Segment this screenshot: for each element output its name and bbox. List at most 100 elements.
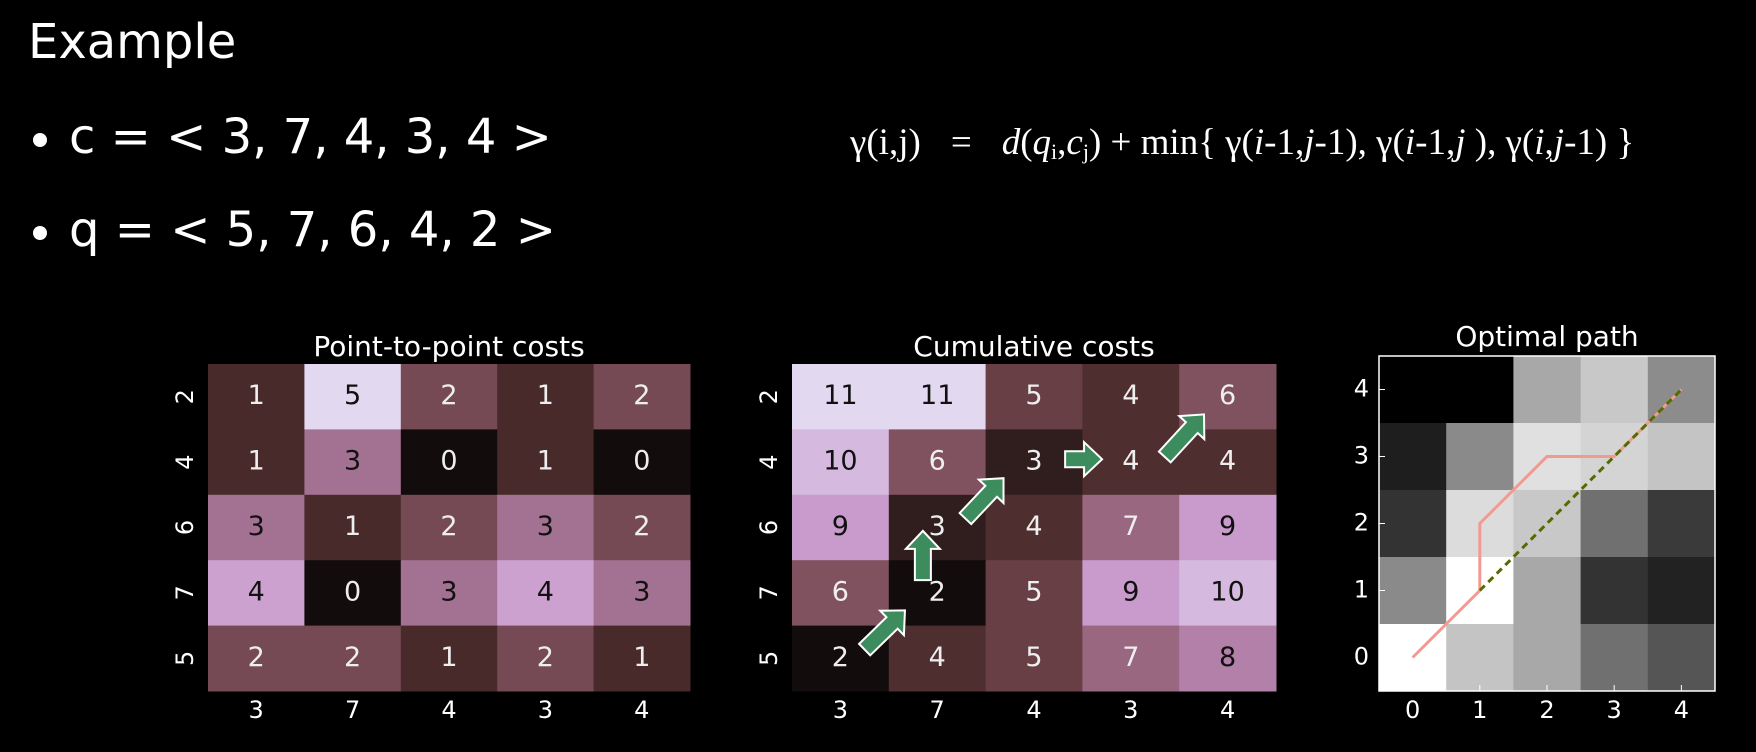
heatmap-cell — [497, 429, 595, 496]
arrow — [857, 609, 907, 657]
heatmap-cell — [497, 364, 595, 430]
cell-label: 0 — [344, 576, 361, 607]
y-tick-label: 6 — [171, 520, 199, 535]
heatmap-cell — [1082, 494, 1180, 561]
cell-label: 7 — [1122, 511, 1139, 542]
formula-part: ( — [1020, 122, 1032, 163]
bullet-dot — [33, 133, 47, 147]
x-tick-label: 3 — [1123, 696, 1138, 724]
x-tick-label: 7 — [345, 696, 360, 724]
y-tick-label: 7 — [171, 585, 199, 600]
y-tick-label: 0 — [1354, 643, 1369, 671]
cell-label: 4 — [1122, 380, 1139, 411]
y-tick-label: 5 — [171, 651, 199, 666]
grid-cell — [1379, 557, 1447, 625]
heatmap-cell — [1179, 560, 1277, 627]
arrow — [958, 477, 1005, 526]
heatmap-cell — [497, 560, 595, 627]
heatmap-cell — [1179, 625, 1277, 692]
heatmap-cell — [985, 364, 1083, 430]
formula-part: i — [1534, 122, 1544, 163]
arrows — [857, 413, 1206, 657]
heatmap-cell — [304, 625, 402, 692]
cell-label: 4 — [1122, 446, 1139, 477]
formula-part: -1), γ( — [1315, 122, 1405, 163]
heatmap-cell — [208, 364, 305, 430]
cell-label: 11 — [920, 380, 954, 411]
cell-label: 2 — [440, 380, 457, 411]
cell-label: 1 — [344, 511, 361, 542]
heatmap-cell — [208, 429, 305, 496]
heatmap-cell — [497, 494, 595, 561]
cell-label: 3 — [633, 576, 650, 607]
chart-title: Optimal path — [1455, 320, 1638, 353]
heatmap-cell — [208, 560, 305, 627]
heatmap-cell — [593, 560, 691, 627]
heatmap-cell — [400, 494, 498, 561]
cell-label: 2 — [440, 511, 457, 542]
y-tick-label: 1 — [1354, 576, 1369, 604]
y-tick-label: 2 — [755, 389, 783, 404]
grid-cell — [1647, 490, 1716, 558]
formula-part: = — [951, 122, 972, 163]
heatmap-cell — [497, 625, 595, 692]
grid-cell — [1446, 423, 1514, 491]
arrow — [1064, 439, 1104, 479]
cell-label: 11 — [823, 380, 857, 411]
cell-label: 9 — [1219, 511, 1236, 542]
formula-part: j — [1300, 122, 1314, 163]
x-tick-label: 1 — [1472, 696, 1487, 724]
cell-label: 4 — [1219, 446, 1236, 477]
cell-label: 3 — [929, 511, 946, 542]
heatmap-cell — [593, 494, 691, 561]
heatmap-cell — [792, 494, 890, 561]
heatmap-cell — [400, 560, 498, 627]
cell-label: 1 — [537, 446, 554, 477]
cell-label: 3 — [440, 576, 457, 607]
cell-label: 10 — [1210, 576, 1244, 607]
y-tick-label: 2 — [1354, 509, 1369, 537]
heatmap-cell — [304, 560, 402, 627]
y-tick-label: 4 — [755, 454, 783, 469]
cell-label: 2 — [633, 511, 650, 542]
grid-cell — [1580, 490, 1649, 558]
heatmap-cell — [304, 429, 402, 496]
grid-cell — [1379, 423, 1447, 491]
formula-part: γ(i,j) — [849, 122, 921, 163]
cell-label: 5 — [344, 380, 361, 411]
cell-label: 2 — [537, 642, 554, 673]
cell-label: 4 — [1025, 511, 1042, 542]
formula-part: ) + min{ γ( — [1089, 122, 1254, 163]
cell-label: 0 — [440, 446, 457, 477]
cell-label: 10 — [823, 446, 857, 477]
bullet-dot — [33, 226, 47, 240]
heatmap-cell — [304, 364, 402, 430]
cell-label: 5 — [1025, 576, 1042, 607]
cell-label: 4 — [929, 642, 946, 673]
grid-cell — [1513, 356, 1582, 424]
heatmap-cell — [792, 560, 890, 627]
formula-part: j — [1550, 122, 1564, 163]
x-tick-label: 3 — [833, 696, 848, 724]
heatmap-cell — [400, 429, 498, 496]
x-tick-label: 4 — [1026, 696, 1041, 724]
x-tick-label: 4 — [634, 696, 649, 724]
grid-cell — [1647, 624, 1716, 692]
heatmap-cell — [792, 429, 890, 496]
cell-label: 6 — [929, 446, 946, 477]
cell-label: 5 — [1025, 380, 1042, 411]
heatmap-cell — [1179, 429, 1277, 496]
cell-label: 6 — [1219, 380, 1236, 411]
arrow — [903, 529, 943, 582]
formula-part: , — [1545, 122, 1554, 163]
formula-part: j — [1451, 122, 1465, 163]
cell-label: 1 — [248, 446, 265, 477]
heatmap-cell — [593, 429, 691, 496]
formula-part: d — [1002, 122, 1021, 163]
cell-label: 3 — [537, 511, 554, 542]
y-tick-label: 4 — [171, 454, 199, 469]
heatmap-cell — [1082, 625, 1180, 692]
slide-title: Example — [28, 14, 236, 70]
